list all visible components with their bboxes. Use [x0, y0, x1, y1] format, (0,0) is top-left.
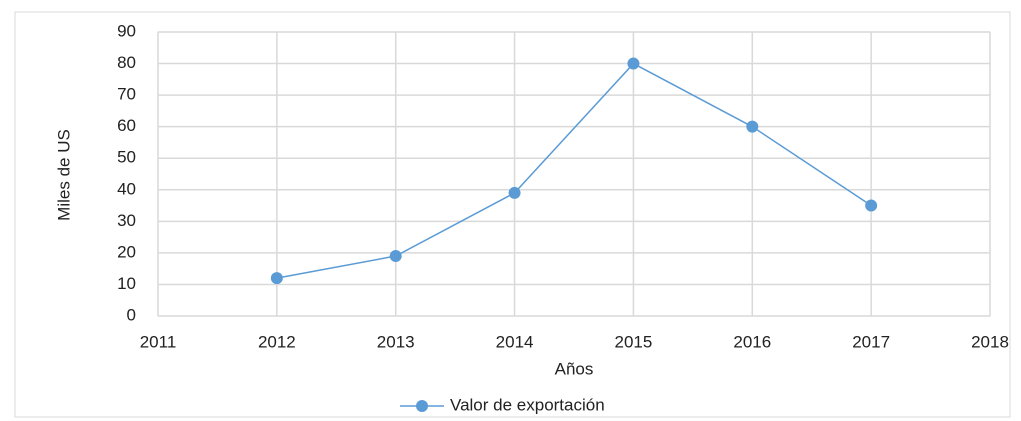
x-tick-label: 2013: [377, 332, 415, 351]
y-tick-label: 50: [117, 148, 136, 167]
y-tick-label: 80: [117, 53, 136, 72]
x-tick-label: 2014: [496, 332, 534, 351]
y-tick-label: 30: [117, 211, 136, 230]
y-tick-label: 10: [117, 274, 136, 293]
x-tick-label: 2016: [733, 332, 771, 351]
series-line: [276, 62, 872, 279]
x-tick-label: 2015: [615, 332, 653, 351]
data-point: [389, 250, 402, 263]
legend-label: Valor de exportación: [450, 395, 605, 414]
y-tick-label: 20: [117, 242, 136, 261]
data-point: [270, 272, 283, 285]
y-axis-label: Miles de US: [54, 129, 73, 221]
y-tick-label: 40: [117, 179, 136, 198]
data-point: [746, 120, 759, 133]
y-tick-label: 90: [117, 21, 136, 40]
x-tick-label: 2018: [971, 332, 1009, 351]
y-tick-label: 60: [117, 116, 136, 135]
chart-frame: [14, 11, 1011, 418]
x-tick-label: 2011: [140, 332, 177, 351]
x-axis-label: Años: [555, 359, 594, 378]
x-tick-label: 2017: [852, 332, 890, 351]
legend-marker: [416, 400, 428, 412]
data-point: [508, 186, 521, 199]
data-point: [627, 57, 640, 70]
y-tick-label: 70: [117, 85, 136, 104]
x-tick-label: 2012: [258, 332, 296, 351]
data-point: [865, 199, 878, 212]
y-tick-label: 0: [127, 305, 136, 324]
